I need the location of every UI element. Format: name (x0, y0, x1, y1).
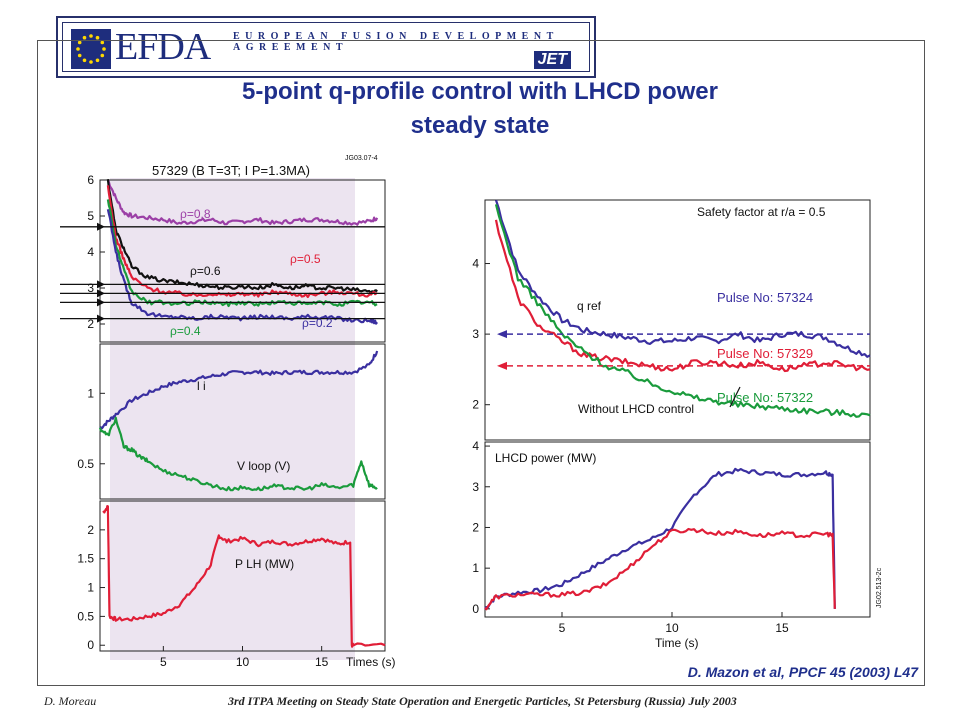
rho-label: ρ=0.8 (180, 207, 211, 221)
right-bot-xtick-label: 5 (559, 621, 566, 635)
control-window-shading (110, 178, 355, 660)
plh-label: P LH (MW) (235, 557, 294, 571)
left-top-ytick-label: 4 (87, 245, 94, 259)
footer-meeting: 3rd ITPA Meeting on Steady State Operati… (228, 694, 737, 708)
right-top-series-line (494, 204, 871, 418)
slide-frame (37, 40, 925, 686)
target-arrow-icon (97, 314, 105, 323)
right-top-plot-frame (484, 199, 871, 441)
target-arrow-icon (97, 289, 105, 298)
without-lhcd-annotation: Without LHCD control (578, 402, 694, 416)
left-top-series-line (106, 185, 378, 299)
jet-logo-text: JET (533, 51, 571, 69)
right-bot-xtick-label: 15 (775, 621, 789, 635)
left-mid-ytick-label: 0.5 (77, 457, 94, 471)
annotation-arrow-icon (729, 386, 741, 408)
eu-stars-icon (76, 34, 106, 64)
efda-logo-text: EFDA (115, 26, 211, 68)
left-mid-series-line (98, 416, 378, 492)
left-bot-ytick-label: 2 (87, 523, 94, 537)
left-bot-ytick-label: 0 (87, 638, 94, 652)
qref-arrow-icon (497, 361, 507, 370)
left-top-plot-frame (99, 179, 386, 343)
right-bot-plot-frame (484, 441, 871, 618)
agreement-text: EUROPEAN FUSION DEVELOPMENT AGREEMENT (233, 31, 559, 53)
left-bot-ytick-label: 1 (87, 581, 94, 595)
left-top-ytick-label: 5 (87, 209, 94, 223)
target-arrow-icon (97, 298, 105, 307)
left-top-ytick-label: 2 (87, 317, 94, 331)
eu-flag-icon (71, 29, 111, 69)
rho-label: ρ=0.2 (302, 316, 333, 330)
pulse-label: Pulse No: 57324 (717, 290, 813, 305)
left-top-series-line (106, 179, 379, 226)
right-top-ytick-label: 4 (472, 257, 479, 271)
right-bot-xtick-label: 10 (665, 621, 679, 635)
target-arrow-icon (97, 280, 105, 289)
footer-author: D. Moreau (44, 694, 97, 708)
left-bot-xtick-label: 5 (160, 655, 167, 669)
right-top-title: Safety factor at r/a = 0.5 (697, 205, 826, 219)
left-top-ytick-label: 3 (87, 281, 94, 295)
left-top-code: JG03.07-4 (345, 155, 378, 162)
logo-inner-frame: EFDA EUROPEAN FUSION DEVELOPMENT AGREEME… (62, 22, 590, 72)
rho-label: ρ=0.6 (190, 264, 221, 278)
right-bot-ytick-label: 3 (472, 480, 479, 494)
slide-title-line2: steady state (410, 112, 550, 139)
right-bot-series-line (484, 467, 836, 610)
left-top-series-line (106, 178, 378, 294)
pulse-label: Pulse No: 57329 (717, 346, 813, 361)
target-arrow-icon (97, 222, 105, 231)
left-bot-xtick-label: 10 (236, 655, 250, 669)
vloop-label: V loop (V) (237, 459, 290, 473)
left-mid-ytick-label: 1 (87, 386, 94, 400)
right-x-axis-label: Time (s) (655, 636, 699, 650)
left-top-header: 57329 (B T=3T; I P=1.3MA) (152, 163, 310, 178)
rho-label: ρ=0.5 (290, 252, 321, 266)
right-bot-title: LHCD power (MW) (495, 451, 596, 465)
left-mid-plot-frame (99, 343, 386, 500)
left-bot-ytick-label: 0.5 (77, 609, 94, 623)
left-figure: 57329 (B T=3T; I P=1.3MA) JG03.07-4 2 3 4 5… (60, 155, 396, 669)
left-bot-xtick-label: 15 (315, 655, 329, 669)
left-bot-series-line (102, 505, 386, 648)
right-bot-series-line (484, 527, 836, 611)
right-bot-ytick-label: 0 (472, 602, 479, 616)
right-bot-ytick-label: 4 (472, 439, 479, 453)
right-top-ytick-label: 2 (472, 398, 479, 412)
left-x-axis-label: Times (s) (346, 655, 396, 669)
left-bot-ytick-label: 1.5 (77, 552, 94, 566)
qref-arrow-icon (497, 330, 507, 339)
left-top-ytick-label: 6 (87, 173, 94, 187)
pulse-label: Pulse No: 57322 (717, 390, 813, 405)
right-top-ytick-label: 3 (472, 327, 479, 341)
right-bot-ytick-label: 2 (472, 520, 479, 534)
left-mid-series-line (99, 350, 379, 430)
qref-label: q ref (577, 299, 602, 313)
right-figure: 2 3 4 Safety factor at r/a = 0.5 q ref Pulse … (472, 199, 883, 650)
right-bot-code: JG02.513-2c (876, 567, 883, 608)
efda-logo: EFDA EUROPEAN FUSION DEVELOPMENT AGREEME… (56, 16, 596, 78)
citation: D. Mazon et al, PPCF 45 (2003) L47 (687, 664, 918, 680)
right-bot-ytick-label: 1 (472, 561, 479, 575)
right-top-series-line (494, 199, 871, 358)
rho-label: ρ=0.4 (170, 324, 201, 338)
slide-title-line1: 5-point q-profile control with LHCD powe… (242, 78, 718, 105)
right-top-series-line (494, 219, 871, 373)
li-label: l i (197, 379, 206, 393)
